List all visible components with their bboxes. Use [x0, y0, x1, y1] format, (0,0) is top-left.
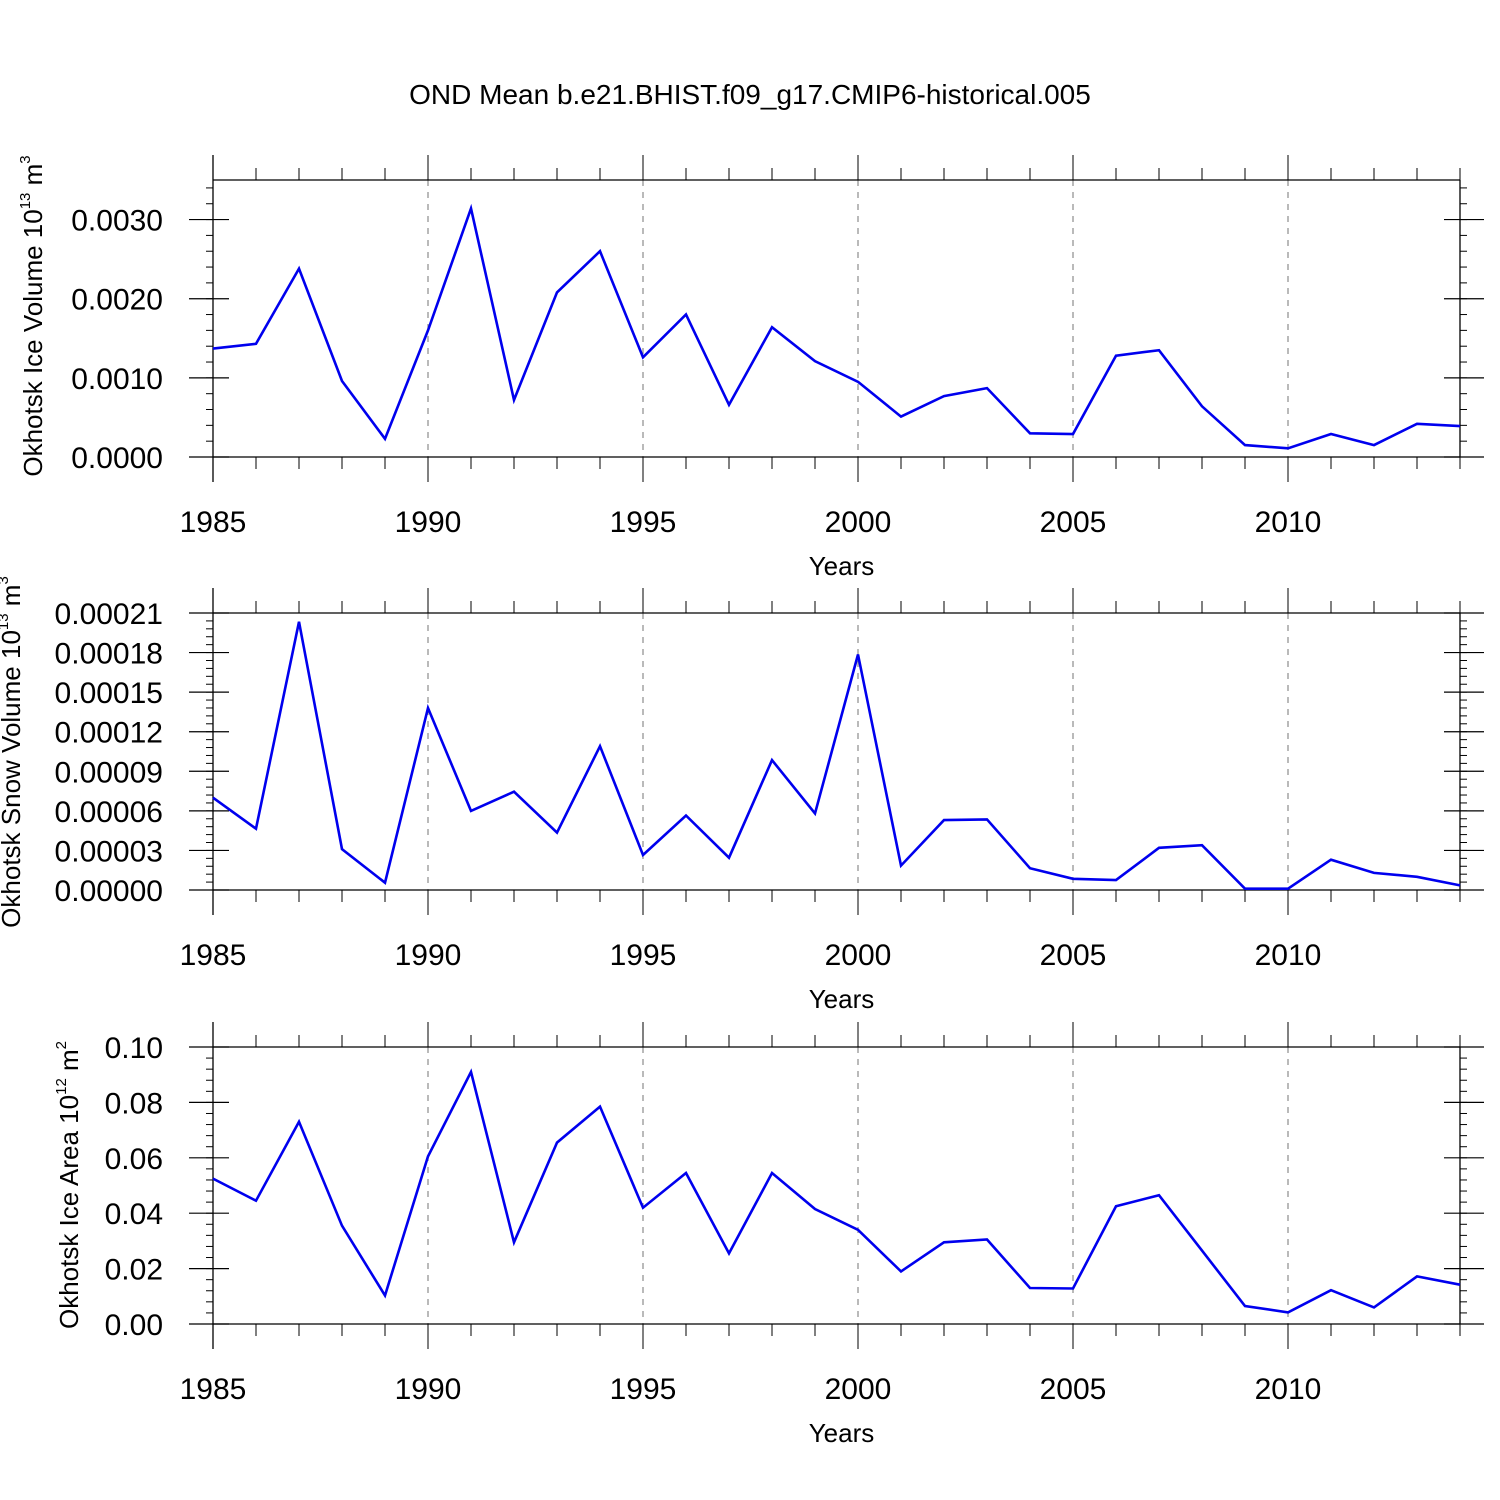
x-tick-label: 1990: [395, 506, 462, 539]
y-tick-label: 0.0010: [71, 363, 163, 396]
x-tick-label: 2005: [1040, 1373, 1107, 1406]
figure-title: OND Mean b.e21.BHIST.f09_g17.CMIP6-histo…: [409, 79, 1091, 110]
y-axis-label-unit: m: [54, 1049, 84, 1078]
series-line: [212, 203, 1461, 450]
y-axis-label-unit-exponent: 3: [0, 576, 12, 584]
y-axis-label-exponent: 13: [0, 613, 12, 630]
y-axis-label: Okhotsk Snow Volume 1013 m3: [0, 576, 26, 928]
x-tick-label: 2010: [1255, 1373, 1322, 1406]
x-tick-label: 2000: [825, 506, 892, 539]
x-tick-label: 2010: [1255, 506, 1322, 539]
series-line: [212, 621, 1461, 891]
y-tick-label: 0.04: [105, 1198, 163, 1231]
x-tick-label: 2010: [1255, 939, 1322, 972]
y-tick-label: 0.00015: [55, 677, 163, 710]
y-tick-label: 0.00012: [55, 717, 163, 750]
x-axis-label: Years: [809, 1418, 875, 1448]
y-axis-label-text: Okhotsk Snow Volume 10: [0, 630, 26, 928]
x-axis-label: Years: [809, 984, 875, 1014]
y-tick-label: 0.00003: [55, 835, 163, 868]
y-tick-label: 0.00006: [55, 796, 163, 829]
y-tick-label: 0.10: [105, 1032, 163, 1065]
x-tick-label: 1995: [610, 506, 677, 539]
y-tick-label: 0.00: [105, 1309, 163, 1342]
y-tick-label: 0.00018: [55, 638, 163, 671]
x-tick-label: 2005: [1040, 939, 1107, 972]
x-tick-label: 2005: [1040, 506, 1107, 539]
panels: 1985 1990 1995 2000 2005 2010 0.0000 0.0010 0.00…: [0, 155, 1484, 1448]
y-tick-label: 0.06: [105, 1143, 163, 1176]
y-tick-label: 0.0030: [71, 205, 163, 238]
series-line: [212, 1068, 1461, 1314]
x-tick-label: 1995: [610, 1373, 677, 1406]
y-axis-label-exponent: 12: [53, 1078, 70, 1095]
y-tick-label: 0.02: [105, 1254, 163, 1287]
y-tick-label: 0.0020: [71, 284, 163, 317]
y-tick-label: 0.08: [105, 1087, 163, 1120]
x-tick-label: 1995: [610, 939, 677, 972]
x-tick-label: 1985: [180, 1373, 247, 1406]
chart-panel-1: 1985 1990 1995 2000 2005 2010 0.0000 0.0010 0.00…: [17, 155, 1484, 581]
x-tick-label: 1985: [180, 939, 247, 972]
y-axis-label-exponent: 13: [17, 193, 34, 210]
x-tick-label: 1985: [180, 506, 247, 539]
y-axis-label-unit-exponent: 3: [17, 155, 34, 163]
y-tick-label: 0.00009: [55, 756, 163, 789]
chart-panel-2: 1985 1990 1995 2000 2005 2010 0.00000 0.00003 0.…: [0, 576, 1484, 1014]
y-axis-label: Okhotsk Ice Volume 1013 m3: [17, 155, 48, 476]
x-tick-label: 2000: [825, 939, 892, 972]
x-tick-label: 1990: [395, 1373, 462, 1406]
y-tick-label: 0.0000: [71, 442, 163, 475]
y-axis-label-text: Okhotsk Ice Volume 10: [18, 209, 48, 476]
y-axis-label-unit-exponent: 2: [53, 1041, 70, 1049]
y-axis-label: Okhotsk Ice Area 1012 m2: [53, 1041, 84, 1329]
chart-panel-3: 1985 1990 1995 2000 2005 2010 0.00 0.02 0.04 0.06…: [53, 1022, 1484, 1448]
y-tick-label: 0.00021: [55, 598, 163, 631]
x-tick-label: 1990: [395, 939, 462, 972]
x-tick-label: 2000: [825, 1373, 892, 1406]
y-axis-label-text: Okhotsk Ice Area 10: [54, 1095, 84, 1329]
y-axis-label-unit: m: [0, 585, 26, 614]
x-axis-label: Years: [809, 551, 875, 581]
y-axis-label-unit: m: [18, 164, 48, 193]
y-tick-label: 0.00000: [55, 875, 163, 908]
